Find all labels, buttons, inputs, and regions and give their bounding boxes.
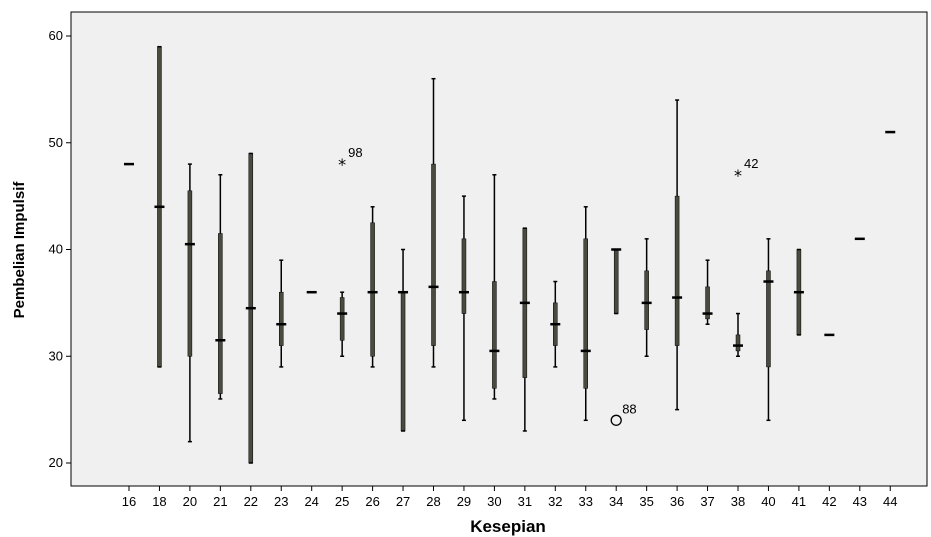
x-tick-label: 25 <box>335 494 349 509</box>
x-tick-label: 18 <box>152 494 166 509</box>
box-iqr <box>370 222 375 357</box>
x-tick-label: 37 <box>700 494 714 509</box>
box-30 <box>489 174 500 400</box>
box-iqr <box>583 238 588 389</box>
outlier-label: 98 <box>348 145 362 160</box>
box-27 <box>398 248 409 432</box>
box-iqr <box>431 163 436 346</box>
box-28 <box>428 77 439 368</box>
x-tick-label: 24 <box>304 494 318 509</box>
x-tick-label: 42 <box>822 494 836 509</box>
x-tick-label: 16 <box>122 494 136 509</box>
boxes-layer <box>124 45 896 464</box>
x-tick-label: 23 <box>274 494 288 509</box>
y-axis: 20 30 40 50 60 <box>49 28 71 470</box>
box-37 <box>702 259 713 325</box>
box-iqr <box>400 291 406 432</box>
box-iqr <box>187 190 193 357</box>
x-tick-label: 40 <box>761 494 775 509</box>
outlier-42: *42 <box>734 156 758 185</box>
y-axis-title: Pembelian Impulsif <box>11 181 28 319</box>
outlier-circle-marker <box>610 414 622 426</box>
x-tick-label: 44 <box>883 494 897 509</box>
box-iqr <box>492 281 497 389</box>
box-iqr <box>339 297 345 341</box>
x-axis-title: Kesepian <box>470 517 546 536</box>
x-tick-label: 22 <box>244 494 258 509</box>
box-35 <box>641 238 652 357</box>
y-tick-label: 60 <box>49 28 63 43</box>
x-tick-label: 35 <box>639 494 653 509</box>
x-tick-label: 20 <box>183 494 197 509</box>
x-tick-label: 31 <box>518 494 532 509</box>
plot-area <box>70 11 928 487</box>
x-tick-label: 27 <box>396 494 410 509</box>
x-tick-label: 34 <box>609 494 623 509</box>
outlier-label: 42 <box>744 156 758 171</box>
box-iqr <box>644 270 649 330</box>
y-tick-label: 20 <box>49 455 63 470</box>
outlier-88: 88 <box>610 401 637 426</box>
box-iqr <box>279 291 284 346</box>
outlier-star-marker: * <box>734 166 742 185</box>
x-tick-label: 38 <box>731 494 745 509</box>
outlier-label: 88 <box>622 401 636 416</box>
x-tick-label: 43 <box>853 494 867 509</box>
y-tick-label: 50 <box>49 135 63 150</box>
box-iqr <box>218 233 223 394</box>
box-iqr <box>613 249 619 314</box>
outlier-98: *98 <box>338 145 362 174</box>
box-31 <box>519 227 530 432</box>
x-tick-label: 28 <box>426 494 440 509</box>
box-iqr <box>735 334 741 352</box>
y-tick-label: 30 <box>49 348 63 363</box>
box-26 <box>367 206 378 368</box>
box-33 <box>580 206 591 422</box>
x-tick-label: 41 <box>792 494 806 509</box>
box-23 <box>276 259 287 368</box>
box-21 <box>215 174 226 400</box>
box-36 <box>672 99 683 411</box>
x-tick-label: 36 <box>670 494 684 509</box>
box-32 <box>550 280 561 368</box>
x-tick-label: 30 <box>487 494 501 509</box>
x-tick-label: 29 <box>457 494 471 509</box>
box-25 <box>337 291 348 357</box>
box-iqr <box>705 286 710 320</box>
x-tick-label: 33 <box>579 494 593 509</box>
box-iqr <box>461 238 467 314</box>
y-tick-label: 40 <box>49 242 63 257</box>
box-iqr <box>766 270 771 368</box>
box-41 <box>793 248 804 336</box>
outlier-star-marker: * <box>338 155 346 174</box>
box-18 <box>154 45 165 368</box>
x-axis: 16 18 20 21 22 23 24 25 26 27 28 29 30 31 32 33 34 35 36 37… <box>122 486 897 509</box>
box-20 <box>184 163 195 443</box>
x-tick-label: 21 <box>213 494 227 509</box>
x-tick-label: 32 <box>548 494 562 509</box>
box-40 <box>763 238 774 422</box>
box-34 <box>611 248 622 315</box>
box-22 <box>245 152 256 464</box>
box-38 <box>733 312 743 357</box>
box-29 <box>458 195 469 422</box>
x-tick-label: 26 <box>365 494 379 509</box>
box-iqr <box>674 195 680 346</box>
